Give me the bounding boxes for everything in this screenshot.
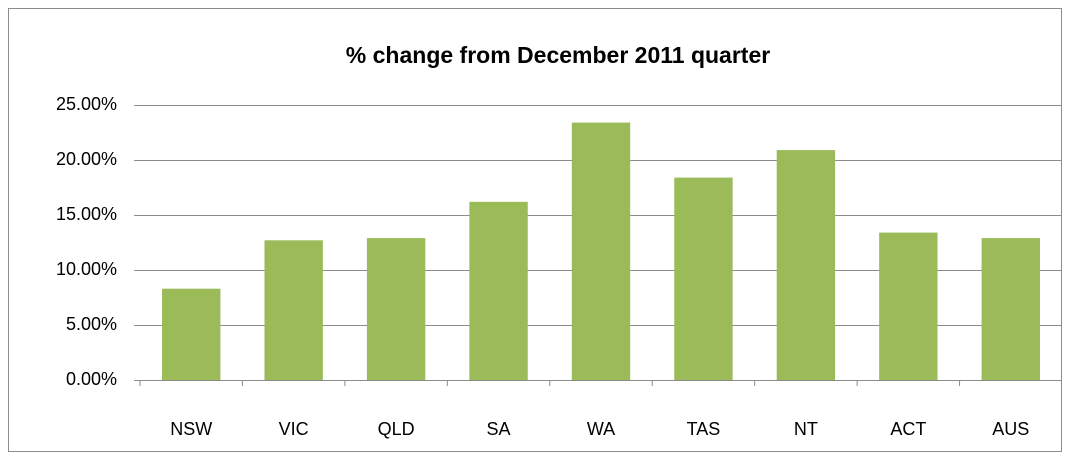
x-tick-label: WA — [587, 419, 615, 439]
y-tick-label: 0.00% — [66, 369, 117, 389]
y-tick-label: 5.00% — [66, 314, 117, 334]
bar — [776, 150, 836, 380]
bar — [981, 238, 1040, 380]
x-tick-label: SA — [487, 419, 511, 439]
chart-title: % change from December 2011 quarter — [346, 42, 770, 68]
x-tick-label: NSW — [170, 419, 212, 439]
bar — [469, 201, 528, 380]
bar — [879, 232, 938, 380]
bar — [674, 177, 733, 380]
x-tick-label: AUS — [992, 419, 1029, 439]
x-tick-label: VIC — [279, 419, 309, 439]
bar — [366, 238, 426, 380]
chart-frame — [8, 8, 1062, 452]
bar — [571, 122, 631, 380]
y-tick-label: 10.00% — [56, 259, 117, 279]
y-tick-label: 25.00% — [56, 94, 117, 114]
bar — [264, 240, 323, 380]
x-tick-label: TAS — [687, 419, 721, 439]
x-tick-label: NT — [794, 419, 818, 439]
y-tick-label: 20.00% — [56, 149, 117, 169]
y-tick-label: 15.00% — [56, 204, 117, 224]
x-tick-label: ACT — [890, 419, 926, 439]
x-tick-label: QLD — [378, 419, 415, 439]
bar — [162, 288, 221, 380]
